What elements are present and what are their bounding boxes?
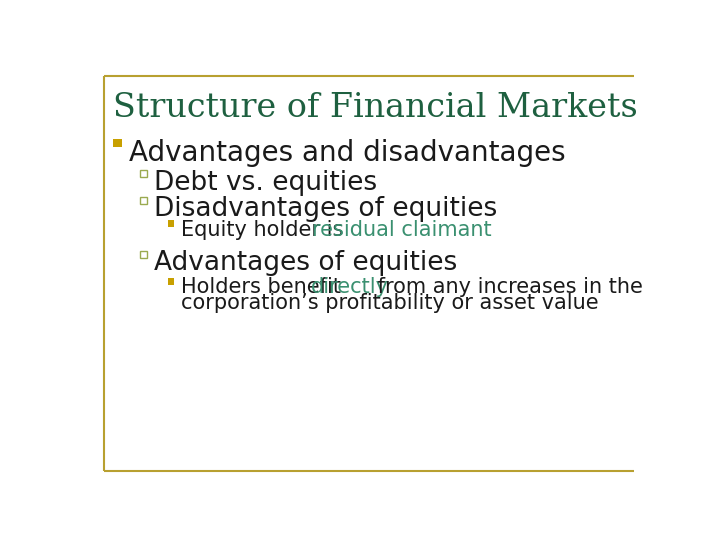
Bar <box>168 278 174 285</box>
Bar <box>140 251 148 258</box>
Text: Advantages and disadvantages: Advantages and disadvantages <box>129 139 565 167</box>
Text: Equity holder is: Equity holder is <box>181 220 351 240</box>
Bar <box>168 220 174 227</box>
Bar <box>140 170 148 177</box>
Text: Disadvantages of equities: Disadvantages of equities <box>154 197 498 222</box>
Bar <box>113 139 122 147</box>
Text: from any increases in the: from any increases in the <box>371 278 643 298</box>
Text: residual claimant: residual claimant <box>312 220 492 240</box>
Text: Holders benefit: Holders benefit <box>181 278 348 298</box>
Text: corporation’s profitability or asset value: corporation’s profitability or asset val… <box>181 293 599 313</box>
Text: Debt vs. equities: Debt vs. equities <box>154 170 377 195</box>
Text: Advantages of equities: Advantages of equities <box>154 251 458 276</box>
Bar <box>140 197 148 204</box>
Text: directly: directly <box>310 278 389 298</box>
Text: Structure of Financial Markets: Structure of Financial Markets <box>113 92 638 124</box>
